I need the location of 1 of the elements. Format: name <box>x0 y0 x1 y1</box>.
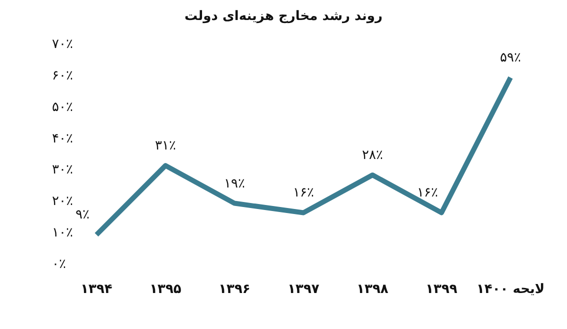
title: روند رشد مخارج هزینه‌ای دولت <box>184 9 382 24</box>
